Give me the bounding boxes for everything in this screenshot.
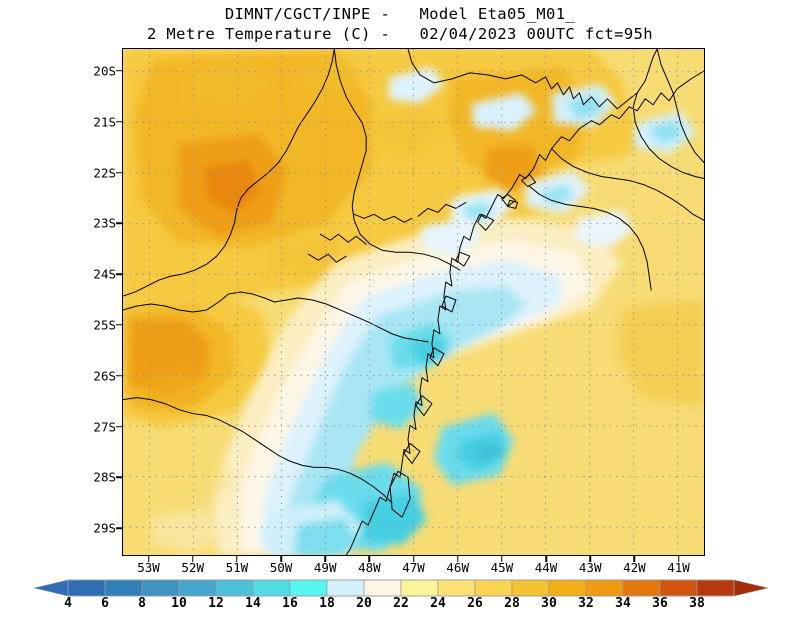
x-tick-label: 41W: [667, 560, 690, 575]
colorbar-tick-label: 8: [138, 596, 146, 611]
x-tick-label: 52W: [181, 560, 204, 575]
y-tick-label: 22S: [93, 165, 116, 180]
x-tick-label: 46W: [446, 560, 469, 575]
map-gridlines: [123, 49, 704, 555]
colorbar-tick-label: 10: [171, 596, 187, 611]
colorbar-over-arrow: [733, 579, 769, 597]
x-tick-label: 42W: [623, 560, 646, 575]
y-tick-label: 20S: [93, 63, 116, 79]
colorbar-cell: [215, 579, 254, 597]
colorbar-cell: [141, 579, 180, 597]
colorbar-tick-label: 6: [101, 596, 109, 611]
colorbar-tick-label: 18: [319, 596, 335, 611]
map-frame: [122, 48, 705, 556]
geographic-boundaries: [123, 49, 704, 555]
colorbar-swatches: [33, 579, 769, 597]
colorbar-cell: [67, 579, 106, 597]
x-tick-label: 53W: [137, 560, 160, 575]
x-tick-label: 49W: [313, 560, 337, 575]
colorbar-cell: [659, 579, 698, 597]
colorbar-cell: [696, 579, 735, 597]
x-tick-label: 48W: [358, 560, 381, 575]
colorbar-tick-label: 12: [208, 596, 224, 611]
temperature-field-svg: [123, 49, 704, 555]
x-tick-label: 45W: [490, 560, 514, 575]
colorbar-tick-label: 32: [578, 596, 594, 611]
colorbar-tick-label: 4: [64, 596, 72, 611]
x-tick-label: 50W: [269, 560, 293, 575]
colorbar-tick-label: 24: [430, 596, 446, 611]
x-tick-label: 51W: [225, 560, 249, 575]
y-axis: 20S 21S 22S 23S 24S 25S 26S 27S 28S 29S: [82, 48, 116, 556]
colorbar-cell: [400, 579, 439, 597]
x-tick-label: 43W: [578, 560, 602, 575]
y-tick-label: 21S: [93, 114, 116, 130]
colorbar-cell: [178, 579, 217, 597]
colorbar-tick-label: 26: [467, 596, 483, 611]
map-plot-area: [122, 48, 705, 556]
title-line-1: DIMNT/CGCT/INPE - Model Eta05_M01_: [224, 5, 576, 23]
colorbar-tick-label: 16: [282, 596, 298, 611]
y-tick-label: 23S: [93, 215, 116, 231]
colorbar-cell: [104, 579, 143, 597]
temperature-shading: [123, 49, 704, 555]
figure-title: DIMNT/CGCT/INPE - Model Eta05_M01_ 2 Met…: [0, 4, 800, 44]
colorbar-tick-label: 28: [504, 596, 520, 611]
y-tick-label: 26S: [93, 368, 116, 384]
colorbar-cell: [585, 579, 624, 597]
colorbar-cell: [363, 579, 402, 597]
y-tick-label: 27S: [93, 419, 116, 434]
colorbar-under-arrow: [33, 579, 69, 597]
colorbar-tick-label: 30: [541, 596, 557, 611]
colorbar-cell: [511, 579, 550, 597]
colorbar-tick-label: 36: [652, 596, 668, 611]
y-tick-label: 28S: [93, 469, 116, 485]
colorbar-cell: [289, 579, 328, 597]
colorbar-tick-label: 14: [245, 596, 261, 611]
colorbar-cell: [548, 579, 587, 597]
colorbar-cell: [622, 579, 661, 597]
x-tick-label: 44W: [534, 560, 558, 575]
colorbar-tick-label: 20: [356, 596, 372, 611]
colorbar-cell: [437, 579, 476, 597]
colorbar-cell: [252, 579, 291, 597]
x-tick-label: 47W: [402, 560, 425, 575]
colorbar-tick-label: 34: [615, 596, 631, 611]
colorbar-cells: [67, 579, 735, 597]
y-tick-label: 25S: [93, 317, 116, 333]
colorbar: 4 6 8 10 12 14 16 18 20 22 24 26 28 30 32 34 36 38: [0, 578, 800, 618]
colorbar-tick-label: 22: [393, 596, 409, 611]
title-line-2: 2 Metre Temperature (C) - 02/04/2023 00U…: [146, 25, 654, 43]
colorbar-cell: [326, 579, 365, 597]
colorbar-tick-label: 38: [689, 596, 705, 611]
y-tick-label: 29S: [93, 520, 116, 536]
x-axis: 53W 52W 51W 50W 49W 48W 47W 46W 45W 44W …: [122, 560, 705, 580]
colorbar-cell: [474, 579, 513, 597]
y-tick-label: 24S: [93, 266, 116, 282]
